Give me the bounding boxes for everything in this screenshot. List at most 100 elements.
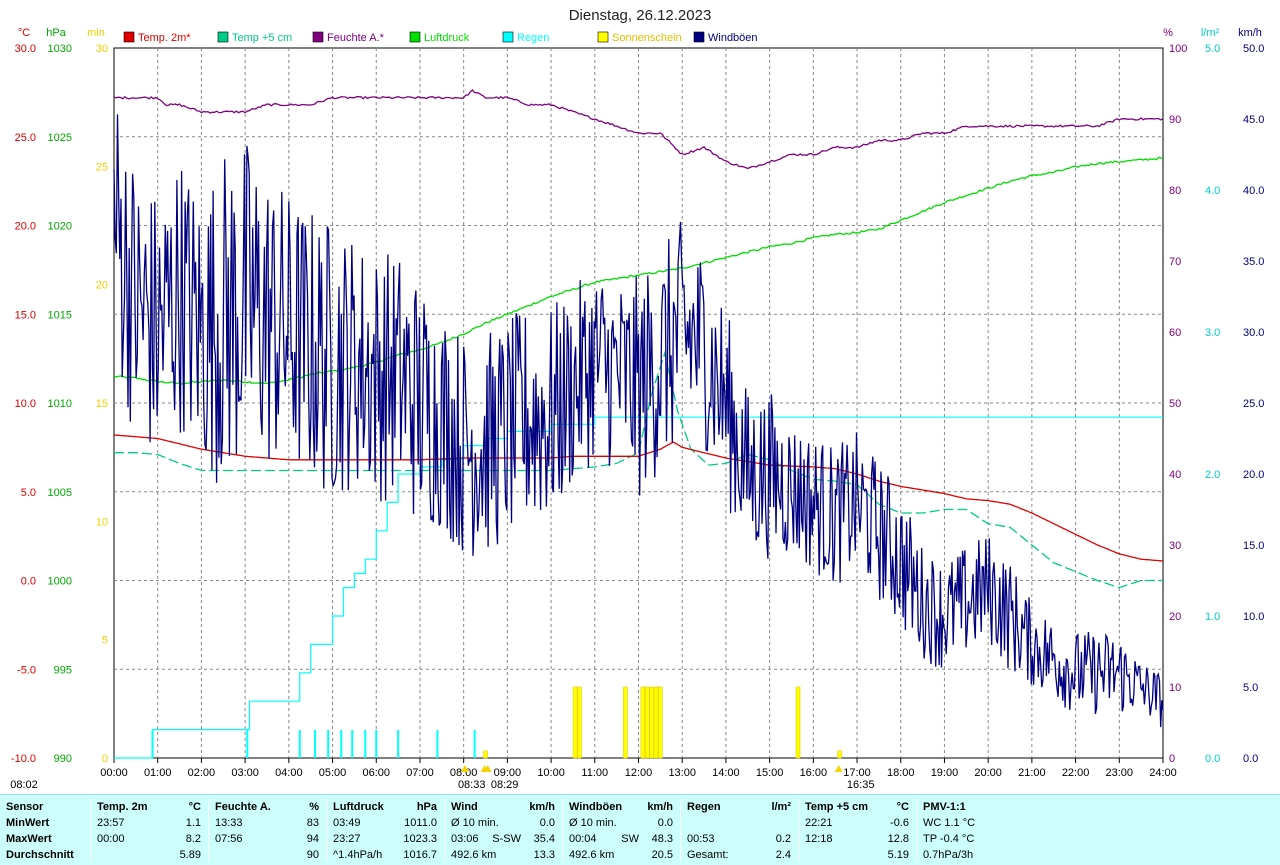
y-tick-label-sun: 5 (102, 635, 108, 647)
y-axis-unit-wind: km/h (1238, 27, 1262, 39)
stats-cell: S-SW (492, 833, 521, 845)
stats-section: Luftdruck hPa 03:49 1011.0 23:27 1023.3 ^1.4hP… (326, 799, 445, 861)
stats-header: Temp. 2m (97, 801, 148, 813)
y-tick-label-press: 1005 (48, 487, 72, 499)
y-tick-label-temp: -10.0 (11, 753, 36, 765)
y-tick-label-sun: 0 (102, 753, 108, 765)
stats-value: 83 (306, 817, 319, 829)
y-tick-label-wind: 5.0 (1243, 682, 1258, 694)
y-tick-label-hum: 10 (1169, 682, 1181, 694)
stats-cell: WC 1.1 °C (923, 817, 976, 829)
stats-value: 1.1 (185, 817, 201, 829)
y-tick-label-rain: 4.0 (1205, 185, 1220, 197)
legend-swatch (123, 31, 135, 43)
x-tick-label: 23:00 (1106, 767, 1134, 779)
stats-section: Regen l/m² 00:53 0.2 Gesamt: 2.4 (680, 799, 799, 861)
y-tick-label-hum: 50 (1169, 398, 1181, 410)
y-tick-label-hum: 0 (1169, 753, 1175, 765)
y-tick-label-rain: 0.0 (1205, 753, 1220, 765)
x-tick-label: 08:00 (450, 767, 478, 779)
y-axis-unit-sun: min (87, 27, 105, 39)
y-axis-unit-press: hPa (46, 27, 66, 39)
y-tick-label-temp: 5.0 (21, 487, 36, 499)
stats-unit: °C (896, 801, 909, 813)
stats-header: PMV-1:1 (923, 801, 966, 813)
sun-marker-icon (480, 765, 489, 772)
y-tick-label-rain: 5.0 (1205, 43, 1220, 55)
x-tick-label: 05:00 (319, 767, 347, 779)
stats-header: Feuchte A. (215, 801, 271, 813)
y-tick-label-wind: 25.0 (1243, 398, 1264, 410)
stats-cell: Durchschnitt (6, 849, 74, 861)
legend-swatch (409, 31, 421, 43)
stats-cell: SW (621, 833, 639, 845)
stats-header: Temp +5 cm (805, 801, 869, 813)
legend-label: Luftdruck (424, 32, 470, 44)
stats-section: Windböen km/h Ø 10 min. 0.0 00:04 SW 48.3 492.6… (562, 799, 681, 861)
y-tick-label-rain: 3.0 (1205, 327, 1220, 339)
y-tick-label-temp: 10.0 (15, 398, 36, 410)
y-axis-unit-rain: l/m² (1201, 27, 1220, 39)
y-tick-label-press: 1010 (48, 398, 72, 410)
stats-value: 1011.0 (404, 817, 437, 829)
statistics-panel: Sensor MinWert MaxWert Durchschnitt Temp. 2m… (0, 794, 1280, 865)
x-tick-label: 03:00 (231, 767, 259, 779)
x-tick-label: 13:00 (668, 767, 696, 779)
weather-chart: 00:00 01:00 02:00 03:00 04:00 05:00 06:00 07:00… (10, 7, 1265, 791)
x-tick-label: 12:00 (625, 767, 653, 779)
stats-cell: 13:33 (215, 817, 243, 829)
legend-label: Regen (517, 32, 549, 44)
y-tick-label-press: 1030 (48, 43, 72, 55)
x-tick-label: 02:00 (188, 767, 216, 779)
stats-unit: % (309, 801, 319, 813)
y-tick-label-hum: 60 (1169, 327, 1181, 339)
y-tick-label-press: 1020 (48, 221, 72, 233)
sunshine-bar (649, 686, 654, 759)
x-tick-label: 04:00 (275, 767, 303, 779)
sun-marker-icon (834, 765, 843, 772)
stats-value: 5.89 (179, 849, 201, 861)
stats-cell: 00:53 (687, 833, 715, 845)
stats-value: 2.4 (775, 849, 791, 861)
y-tick-label-press: 1015 (48, 309, 72, 321)
legend-swatch (502, 31, 514, 43)
x-tick-label: 21:00 (1018, 767, 1046, 779)
y-tick-label-temp: 25.0 (15, 132, 36, 144)
y-tick-label-press: 995 (54, 664, 72, 676)
x-tick-label: 20:00 (974, 767, 1002, 779)
legend-label: Temp. 2m* (138, 32, 191, 44)
stats-unit: km/h (529, 801, 555, 813)
x-marker-label: 08:02 (10, 779, 38, 791)
y-tick-label-hum: 30 (1169, 540, 1181, 552)
stats-cell: 492.6 km (569, 849, 615, 861)
stats-section: Temp. 2m °C 23:57 1.1 00:00 8.2 5.89 (90, 799, 209, 861)
stats-cell: 12:18 (805, 833, 833, 845)
y-tick-label-rain: 1.0 (1205, 611, 1220, 623)
stats-value: 48.3 (651, 833, 673, 845)
y-tick-label-press: 1000 (48, 576, 72, 588)
sunshine-bar (658, 686, 663, 759)
stats-cell: Ø 10 min. (451, 817, 499, 829)
stats-section: PMV-1:1 WC 1.1 °C TP -0.4 °C 0.7hPa/3h (916, 799, 1037, 861)
stats-unit: °C (188, 801, 201, 813)
y-tick-label-temp: -5.0 (17, 664, 36, 676)
stats-cell: ^1.4hPa/h (333, 849, 383, 861)
y-tick-label-hum: 100 (1169, 43, 1187, 55)
y-tick-label-wind: 35.0 (1243, 256, 1264, 268)
y-tick-label-sun: 15 (96, 398, 108, 410)
y-tick-label-temp: 15.0 (15, 309, 36, 321)
x-tick-label: 09:00 (494, 767, 522, 779)
stats-value: 0.2 (775, 833, 791, 845)
x-tick-label: 14:00 (712, 767, 740, 779)
stats-value: 1016.7 (403, 849, 437, 861)
stats-value: 5.19 (887, 849, 909, 861)
y-tick-label-wind: 15.0 (1243, 540, 1264, 552)
x-tick-label: 11:00 (581, 767, 608, 779)
y-tick-label-hum: 70 (1169, 256, 1181, 268)
y-tick-label-sun: 25 (96, 161, 108, 173)
stats-value: 90 (306, 849, 319, 861)
stats-cell: 23:57 (97, 817, 125, 829)
stats-header: Windböen (569, 801, 623, 813)
chart-title: Dienstag, 26.12.2023 (569, 7, 712, 24)
stats-header: Wind (451, 801, 478, 813)
